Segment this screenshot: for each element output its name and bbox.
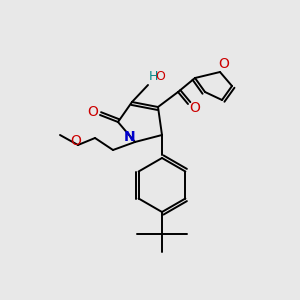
Text: O: O [219, 57, 230, 71]
Text: N: N [124, 130, 136, 144]
Text: O: O [70, 134, 81, 148]
Text: O: O [155, 70, 165, 83]
Text: O: O [190, 101, 200, 115]
Text: H: H [148, 70, 158, 83]
Text: O: O [88, 105, 98, 119]
